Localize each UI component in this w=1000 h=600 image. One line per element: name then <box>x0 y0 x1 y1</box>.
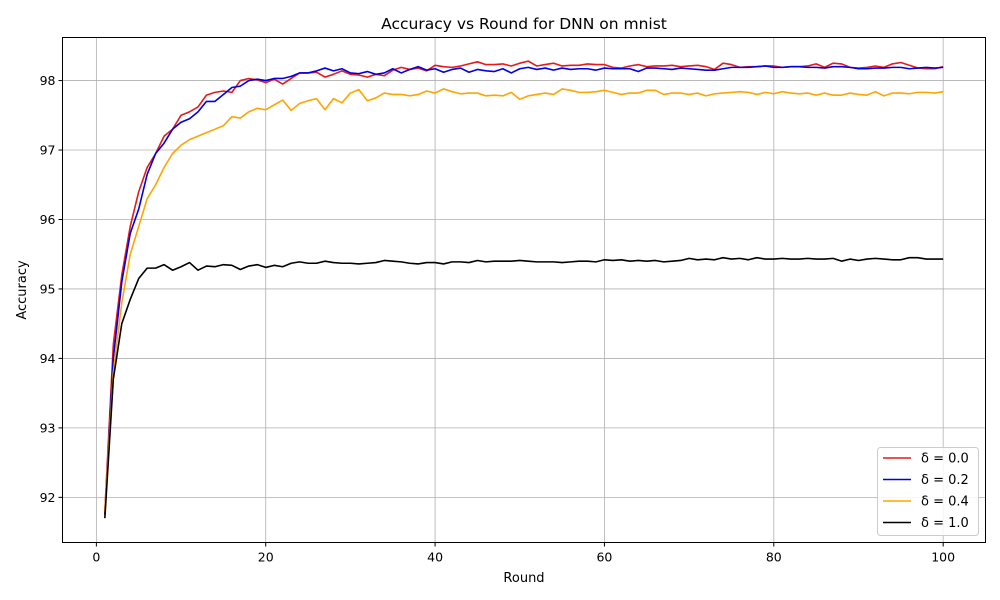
y-tick-label: 97 <box>40 143 56 158</box>
chart-title: Accuracy vs Round for DNN on mnist <box>381 15 667 33</box>
legend-label: δ = 1.0 <box>921 516 969 531</box>
x-tick-label: 80 <box>766 550 782 565</box>
x-axis-label: Round <box>503 571 544 586</box>
x-tick-label: 60 <box>596 550 612 565</box>
series-line-1 <box>104 65 944 515</box>
grid-lines <box>62 37 986 543</box>
y-tick-label: 92 <box>40 490 56 505</box>
legend-box <box>877 447 979 536</box>
legend-label: δ = 0.0 <box>921 452 969 467</box>
legend-label: δ = 0.2 <box>921 473 969 488</box>
y-tick-label: 96 <box>40 212 56 227</box>
x-tick-label: 100 <box>931 550 955 565</box>
x-axis-ticks: 0 20 40 60 80 100 <box>92 542 955 565</box>
series-line-2 <box>104 88 944 512</box>
legend-label: δ = 0.4 <box>921 495 969 510</box>
y-axis-ticks: 92 93 94 95 96 97 98 <box>40 73 63 505</box>
x-tick-label: 40 <box>427 550 443 565</box>
y-tick-label: 93 <box>40 420 56 435</box>
legend: δ = 0.0 δ = 0.2 δ = 0.4 δ = 1.0 <box>877 447 979 536</box>
y-tick-label: 94 <box>40 351 56 366</box>
x-tick-label: 0 <box>92 550 100 565</box>
y-tick-label: 95 <box>40 281 56 296</box>
y-axis-label: Accuracy <box>15 260 30 320</box>
series-line-3 <box>104 256 944 519</box>
x-tick-label: 20 <box>258 550 274 565</box>
plot-frame <box>62 37 986 543</box>
y-tick-label: 98 <box>40 73 56 88</box>
series-lines <box>104 60 944 519</box>
